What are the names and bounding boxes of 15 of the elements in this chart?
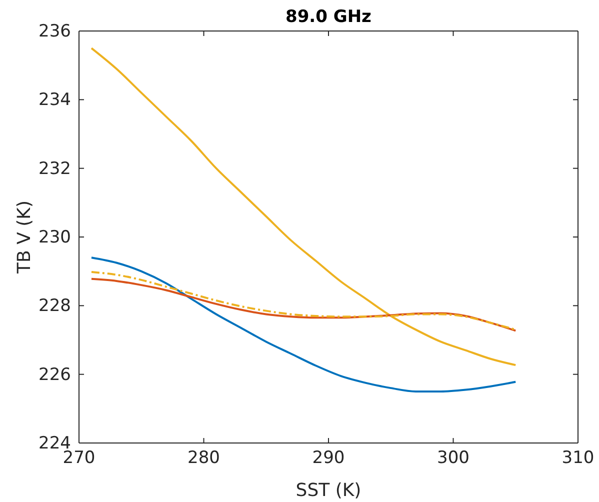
x-tick-label: 290 xyxy=(312,448,345,468)
line-series xyxy=(90,256,517,392)
y-tick-label: 232 xyxy=(38,158,71,179)
y-tick-label: 236 xyxy=(38,21,71,42)
chart-title: 89.0 GHz xyxy=(286,7,372,27)
x-axis-title: SST (K) xyxy=(296,480,362,501)
x-tick-label: 300 xyxy=(437,448,470,468)
y-tick-label: 226 xyxy=(38,364,71,385)
y-tick-label: 230 xyxy=(38,227,71,248)
y-tick-label: 228 xyxy=(38,296,71,316)
y-axis-title: TB V (K) xyxy=(14,200,35,274)
y-tick-label: 234 xyxy=(38,90,71,110)
line-series xyxy=(90,47,517,366)
x-tick-label: 310 xyxy=(562,448,594,468)
x-tick-label: 280 xyxy=(188,448,220,468)
